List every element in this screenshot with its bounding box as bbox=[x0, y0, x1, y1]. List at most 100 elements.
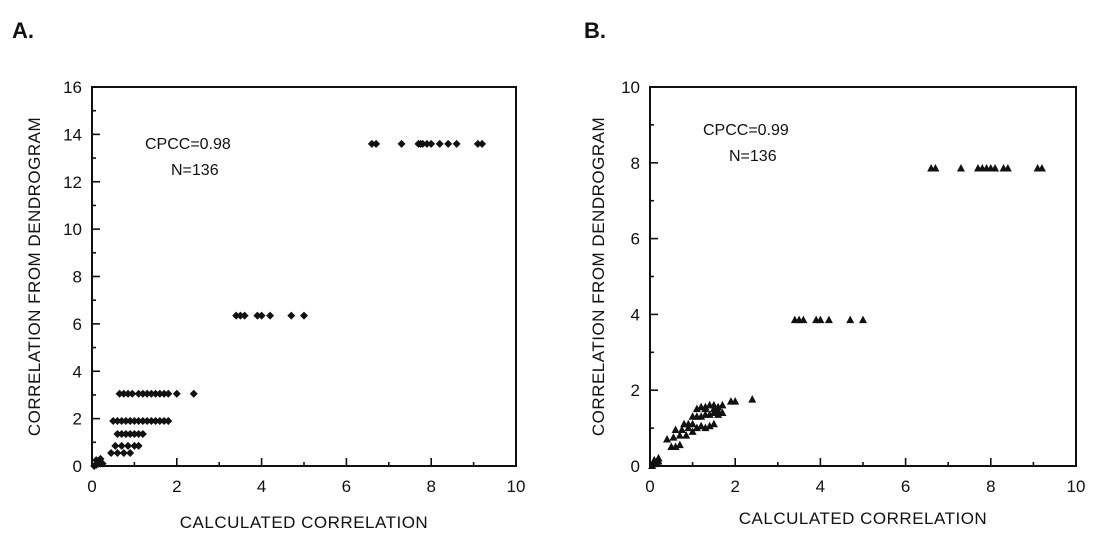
x-axis-title: CALCULATED CORRELATION bbox=[739, 509, 987, 528]
data-point bbox=[697, 412, 706, 420]
data-point bbox=[172, 389, 181, 398]
data-point bbox=[130, 430, 139, 439]
data-point bbox=[669, 433, 678, 441]
data-point bbox=[236, 311, 245, 320]
data-point bbox=[709, 419, 718, 428]
data-point bbox=[119, 448, 128, 457]
y-tick-label: 8 bbox=[73, 268, 82, 287]
data-point bbox=[115, 389, 124, 398]
data-point bbox=[654, 453, 663, 462]
panel-label-b: B. bbox=[584, 18, 606, 43]
data-point bbox=[697, 421, 706, 430]
data-point bbox=[128, 389, 137, 398]
data-point bbox=[155, 389, 164, 398]
x-tick-label: 4 bbox=[257, 477, 266, 496]
data-point bbox=[709, 408, 718, 416]
data-point bbox=[117, 430, 126, 439]
data-point bbox=[113, 448, 122, 457]
x-axis-title: CALCULATED CORRELATION bbox=[180, 513, 428, 532]
data-point bbox=[684, 423, 693, 432]
x-tick-label: 10 bbox=[507, 477, 526, 496]
data-point bbox=[671, 425, 680, 433]
y-tick-label: 10 bbox=[63, 220, 82, 239]
data-point bbox=[709, 400, 718, 409]
data-point bbox=[1003, 163, 1012, 172]
data-point bbox=[397, 139, 406, 148]
data-point bbox=[931, 163, 940, 172]
data-point bbox=[671, 442, 680, 451]
data-point bbox=[240, 311, 249, 320]
data-point bbox=[705, 421, 714, 430]
data-point bbox=[232, 311, 241, 320]
data-point bbox=[134, 430, 143, 439]
data-point bbox=[692, 404, 701, 413]
data-point bbox=[701, 404, 710, 413]
y-tick-label: 16 bbox=[63, 78, 82, 97]
x-tick-label: 10 bbox=[1067, 477, 1086, 496]
cpcc-annotation: CPCC=0.98 bbox=[145, 136, 231, 153]
y-tick-label: 0 bbox=[73, 457, 82, 476]
data-point bbox=[96, 454, 105, 463]
data-point bbox=[117, 416, 126, 425]
data-point bbox=[160, 416, 169, 425]
data-point bbox=[956, 163, 965, 172]
data-point bbox=[701, 423, 710, 432]
data-point bbox=[130, 416, 139, 425]
data-point bbox=[126, 448, 135, 457]
data-point bbox=[478, 139, 487, 148]
chart-panel-b: B. 0 2 4 6 8 10 0 2 4 6 8 10 CALCULATED CORRELATION C… bbox=[546, 0, 1092, 551]
data-point bbox=[714, 406, 723, 415]
y-tick-label: 6 bbox=[631, 230, 640, 249]
data-point bbox=[107, 448, 116, 457]
data-point bbox=[124, 389, 133, 398]
y-tick-label: 10 bbox=[621, 78, 640, 97]
data-point bbox=[109, 416, 118, 425]
panel-label-a: A. bbox=[12, 18, 34, 43]
x-tick-label: 6 bbox=[901, 477, 910, 496]
data-point bbox=[113, 430, 122, 439]
y-axis-title: CORRELATION FROM DENDROGRAM bbox=[25, 117, 44, 436]
data-point bbox=[372, 139, 381, 148]
data-point bbox=[709, 404, 718, 413]
data-point bbox=[155, 416, 164, 425]
y-tick-label: 4 bbox=[73, 362, 82, 381]
data-point bbox=[473, 139, 482, 148]
data-point bbox=[134, 389, 143, 398]
data-point bbox=[991, 163, 1000, 172]
x-tick-label: 2 bbox=[730, 477, 739, 496]
x-tick-label: 0 bbox=[645, 477, 654, 496]
n-annotation: N=136 bbox=[171, 162, 219, 179]
y-tick-label: 14 bbox=[63, 125, 82, 144]
data-point bbox=[160, 389, 169, 398]
data-point bbox=[799, 315, 808, 324]
x-tick-label: 0 bbox=[87, 477, 96, 496]
data-point bbox=[675, 431, 684, 439]
data-point bbox=[718, 400, 727, 409]
data-point bbox=[151, 416, 160, 425]
y-axis-title: CORRELATION FROM DENDROGRAM bbox=[589, 117, 608, 436]
x-tick-label: 8 bbox=[986, 477, 995, 496]
data-point bbox=[718, 408, 727, 416]
data-point bbox=[287, 311, 296, 320]
y-tick-label: 6 bbox=[73, 315, 82, 334]
data-point bbox=[117, 441, 126, 450]
data-point bbox=[427, 139, 436, 148]
data-point bbox=[143, 416, 152, 425]
data-point bbox=[138, 416, 147, 425]
data-point bbox=[138, 389, 147, 398]
y-tick-label: 2 bbox=[73, 410, 82, 429]
data-point bbox=[748, 395, 757, 403]
data-point bbox=[121, 430, 130, 439]
data-point bbox=[189, 389, 198, 398]
y-tick-label: 4 bbox=[631, 305, 640, 324]
data-point bbox=[731, 397, 740, 405]
data-point bbox=[859, 315, 867, 324]
x-tick-label: 6 bbox=[342, 477, 351, 496]
cpcc-annotation: CPCC=0.99 bbox=[703, 122, 789, 139]
data-point bbox=[663, 434, 672, 443]
data-point bbox=[418, 139, 427, 148]
x-tick-label: 2 bbox=[172, 477, 181, 496]
n-annotation: N=136 bbox=[729, 148, 777, 165]
data-point bbox=[126, 416, 135, 425]
data-point bbox=[1037, 163, 1046, 172]
